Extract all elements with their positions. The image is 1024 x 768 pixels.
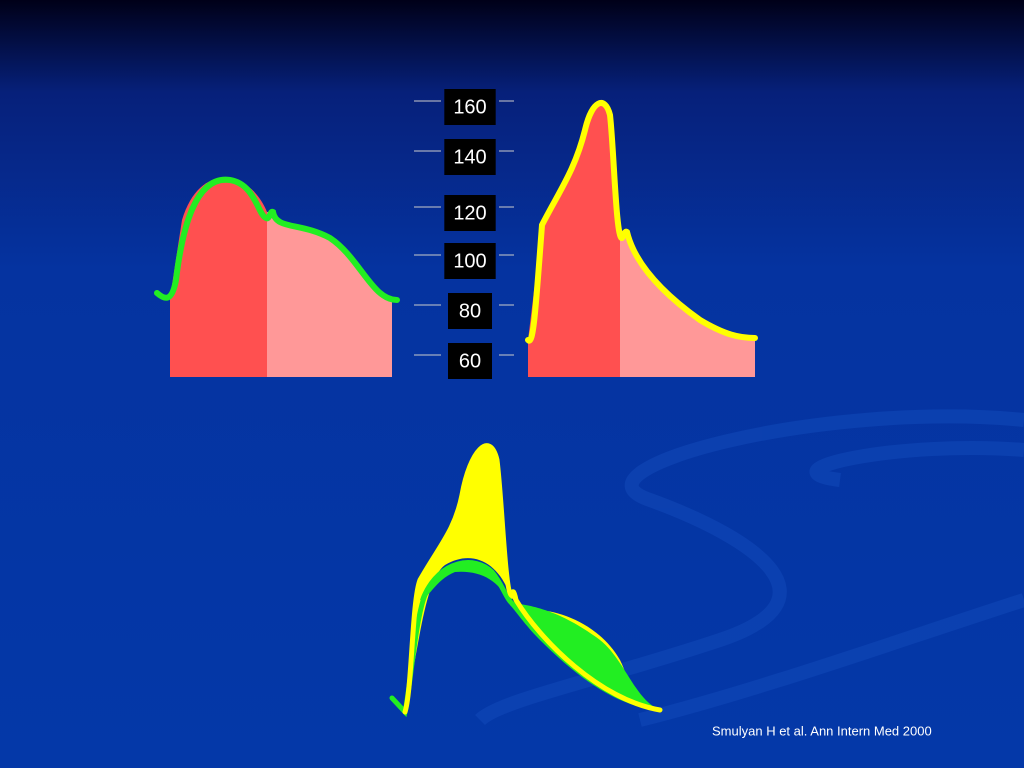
scale-label-box [448,343,492,379]
scale-label-box [444,89,496,125]
overlay-waveform [389,443,663,718]
scale-label: 120 [453,202,486,224]
pressure-scale: 160 140 120 100 80 60 [414,89,514,379]
scale-label-box [444,243,496,279]
scale-label-box [448,293,492,329]
decor-swoosh [475,409,1024,727]
scale-label: 60 [459,350,481,372]
scale-label: 100 [453,250,486,272]
left-waveform [154,176,400,377]
scale-label: 140 [453,146,486,168]
scale-label-box [444,139,496,175]
citation: Smulyan H et al. Ann Intern Med 2000 [712,723,932,738]
right-waveform [525,100,758,377]
scale-label-box [444,195,496,231]
scale-label: 160 [453,96,486,118]
scale-label: 80 [459,300,481,322]
